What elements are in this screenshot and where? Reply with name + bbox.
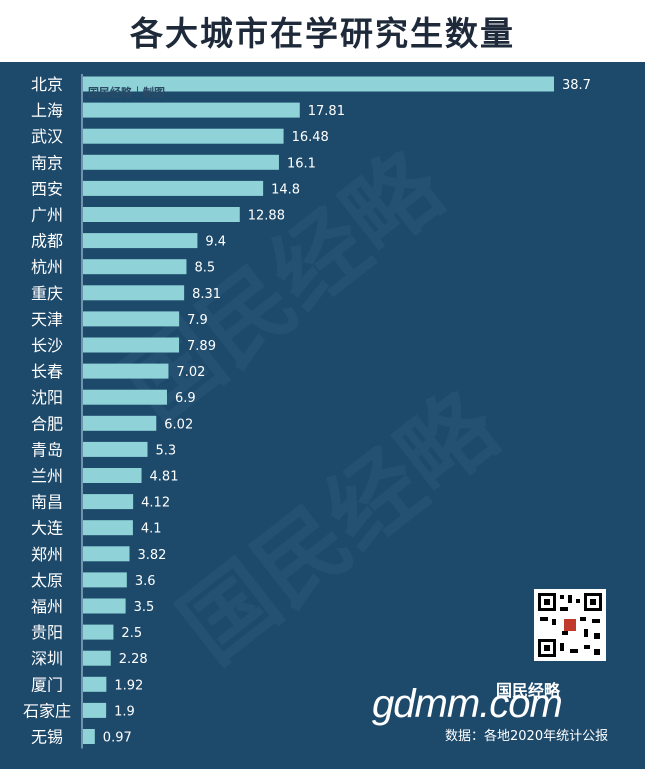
- chart-title: 各大城市在学研究生数量: [130, 14, 515, 53]
- source-note: 数据：各地2020年统计公报: [445, 729, 609, 744]
- category-label: 贵阳: [31, 623, 63, 642]
- category-label: 厦门: [31, 675, 63, 694]
- title-bar: 各大城市在学研究生数量: [0, 0, 645, 62]
- bar: [83, 102, 300, 118]
- bar-chart: 北京 38.7 上海 17.81 武汉 16.48 南京 16.1 西安 14.8 广州 12.88 成…: [23, 74, 591, 749]
- value-label: 3.82: [137, 548, 166, 563]
- category-label: 武汉: [31, 127, 63, 146]
- bar: [83, 624, 114, 640]
- value-label: 6.02: [164, 417, 193, 432]
- value-label: 0.97: [103, 731, 132, 746]
- value-label: 6.9: [175, 391, 196, 406]
- value-label: 7.02: [176, 365, 205, 380]
- value-label: 9.4: [205, 235, 226, 250]
- value-label: 38.7: [562, 78, 591, 93]
- value-label: 8.31: [192, 287, 221, 302]
- category-label: 南昌: [31, 493, 63, 512]
- bar: [83, 311, 180, 327]
- value-label: 7.89: [187, 339, 216, 354]
- value-label: 3.5: [134, 600, 155, 615]
- category-label: 深圳: [31, 649, 63, 668]
- value-label: 16.1: [287, 156, 316, 171]
- bar: [83, 337, 180, 353]
- bar: [83, 180, 264, 196]
- bar: [83, 389, 167, 405]
- category-label: 上海: [31, 101, 63, 120]
- bar: [83, 154, 279, 170]
- bar: [83, 650, 111, 666]
- category-label: 青岛: [31, 440, 63, 459]
- category-label: 长沙: [31, 336, 63, 355]
- value-label: 2.5: [121, 626, 142, 641]
- category-label: 广州: [31, 206, 63, 225]
- value-label: 8.5: [194, 261, 215, 276]
- value-label: 4.81: [150, 470, 179, 485]
- category-label: 太原: [31, 571, 63, 590]
- category-label: 合肥: [31, 414, 63, 433]
- value-label: 16.48: [292, 130, 329, 145]
- value-label: 1.9: [114, 704, 135, 719]
- qr-code-icon: [538, 593, 602, 657]
- bar: [83, 702, 107, 718]
- category-label: 重庆: [31, 284, 63, 303]
- category-label: 天津: [31, 310, 63, 329]
- category-label: 无锡: [31, 728, 63, 747]
- bar: [83, 729, 95, 744]
- value-label: 4.1: [141, 522, 162, 537]
- bar: [83, 233, 198, 249]
- value-label: 3.6: [135, 574, 156, 589]
- bar: [83, 598, 126, 614]
- value-label: 1.92: [114, 678, 143, 693]
- category-label: 郑州: [31, 545, 63, 564]
- bar: [83, 363, 169, 379]
- category-label: 福州: [31, 597, 63, 616]
- value-label: 12.88: [248, 209, 285, 224]
- bar: [83, 415, 157, 431]
- value-label: 4.12: [141, 496, 170, 511]
- category-label: 北京: [31, 75, 63, 94]
- category-label: 西安: [31, 179, 63, 198]
- category-label: 成都: [31, 232, 63, 251]
- bar: [83, 76, 554, 92]
- category-label: 大连: [31, 519, 63, 538]
- category-label: 石家庄: [23, 701, 71, 720]
- bar: [83, 441, 148, 457]
- value-label: 5.3: [156, 443, 177, 458]
- category-label: 南京: [31, 153, 63, 172]
- bar: [83, 128, 284, 144]
- value-label: 2.28: [119, 652, 148, 667]
- bar: [83, 259, 187, 275]
- category-label: 沈阳: [31, 388, 63, 407]
- value-label: 7.9: [187, 313, 208, 328]
- bar: [83, 676, 107, 692]
- value-label: 17.81: [308, 104, 345, 119]
- bar: [83, 468, 142, 483]
- bar: [83, 520, 133, 536]
- category-label: 长春: [31, 362, 63, 381]
- bar: [83, 285, 185, 301]
- chart-tag: 国民经略｜制图: [88, 86, 165, 99]
- bar: [83, 494, 134, 510]
- bar: [83, 546, 130, 562]
- logo-text: 国民经略: [496, 681, 561, 700]
- brand-watermark: gdmm.com: [372, 682, 563, 726]
- bar: [83, 572, 127, 588]
- value-label: 14.8: [271, 182, 300, 197]
- bar: [83, 207, 240, 222]
- qr-code: [534, 589, 606, 661]
- category-label: 杭州: [31, 258, 63, 277]
- category-label: 兰州: [31, 467, 63, 486]
